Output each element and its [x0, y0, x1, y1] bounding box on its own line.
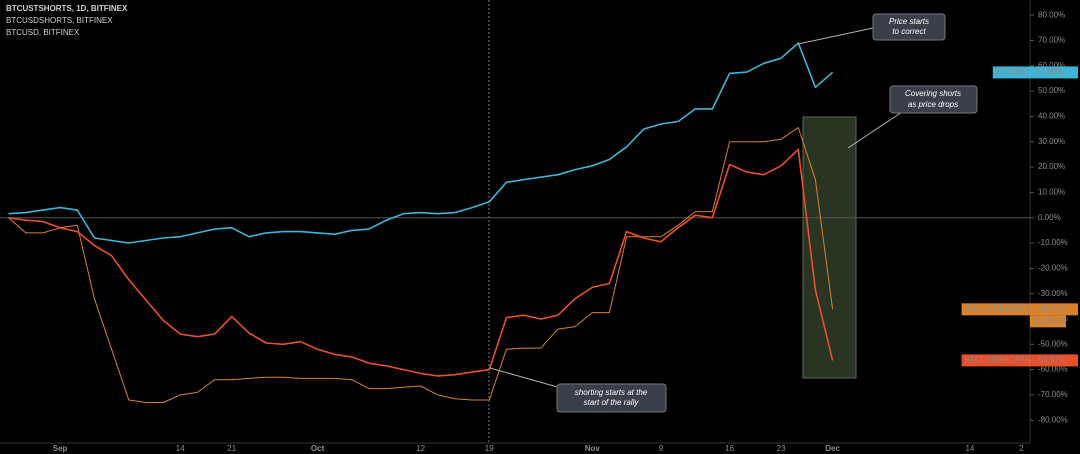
annotation-line: as price drops	[908, 100, 958, 109]
callout-pointer	[797, 27, 874, 45]
y-tick-label: 10.00%	[1038, 187, 1065, 196]
x-tick-label: Dec	[825, 444, 840, 453]
y-tick-label: -20.00%	[1038, 263, 1068, 272]
series-line	[8, 42, 834, 244]
x-tick-label: 9	[659, 444, 664, 453]
y-tick-label: 0.00%	[1038, 213, 1061, 222]
y-tick-label: 30.00%	[1038, 137, 1065, 146]
price-label-name: BTCUSTSHORTS	[965, 304, 1030, 313]
annotation-line: to correct	[892, 27, 926, 36]
annotation-line: Covering shorts	[905, 89, 961, 98]
y-tick-label: 40.00%	[1038, 112, 1065, 121]
y-tick-label: 80.00%	[1038, 10, 1065, 19]
y-tick-label: -60.00%	[1038, 365, 1068, 374]
price-label-value: -56.37%	[1036, 356, 1066, 365]
x-tick-label: 16	[725, 444, 734, 453]
y-tick-label: -30.00%	[1038, 289, 1068, 298]
price-label-value: -36.20%	[1036, 304, 1066, 313]
x-tick-label: 23	[777, 444, 786, 453]
callout-box	[556, 383, 667, 413]
legend-entry: BTCUSD, BITFINEX	[6, 28, 80, 37]
annotation-line: start of the rally	[584, 398, 640, 407]
y-tick-label: 50.00%	[1038, 86, 1065, 95]
callout-pointer	[489, 367, 569, 391]
legend-entry: BTCUSTSHORTS, 1D, BITFINEX	[6, 4, 128, 13]
x-tick-label: 19	[485, 444, 494, 453]
y-tick-label: -50.00%	[1038, 339, 1068, 348]
x-tick-label: Oct	[311, 444, 325, 453]
x-tick-label: 21	[227, 444, 236, 453]
annotation-line: Price starts	[889, 17, 929, 26]
x-tick-label: Sep	[53, 444, 68, 453]
price-label-bg	[992, 66, 1078, 79]
x-tick-label: 14	[965, 444, 974, 453]
countdown-bg	[1030, 315, 1066, 328]
y-tick-label: -10.00%	[1038, 238, 1068, 247]
y-tick-label: 60.00%	[1038, 61, 1065, 70]
series-line	[8, 127, 834, 403]
legend-entry: BTCUSDSHORTS, BITFINEX	[6, 16, 113, 25]
callout-box	[889, 85, 978, 114]
price-label-name: BTCUSDSHORTS	[965, 356, 1031, 365]
callout-box	[872, 13, 946, 41]
series-line	[8, 148, 834, 377]
price-label-value: 57.39%	[1036, 68, 1063, 77]
x-tick-label: 14	[176, 444, 185, 453]
y-tick-label: -70.00%	[1038, 390, 1068, 399]
y-tick-label: 70.00%	[1038, 36, 1065, 45]
countdown: 18:28:59	[1034, 316, 1066, 325]
y-tick-label: 20.00%	[1038, 162, 1065, 171]
y-tick-label: -80.00%	[1038, 415, 1068, 424]
x-tick-label: Nov	[585, 444, 601, 453]
x-tick-label: 2	[1019, 444, 1024, 453]
price-label-name: BTCUSD	[996, 68, 1029, 77]
callout-pointer	[847, 109, 906, 149]
plot	[0, 42, 1030, 403]
annotation-line: shorting starts at the	[575, 388, 648, 397]
price-label-bg	[961, 303, 1078, 316]
highlight-region	[802, 116, 857, 379]
price-label-bg	[961, 354, 1078, 367]
x-tick-label: 12	[416, 444, 425, 453]
